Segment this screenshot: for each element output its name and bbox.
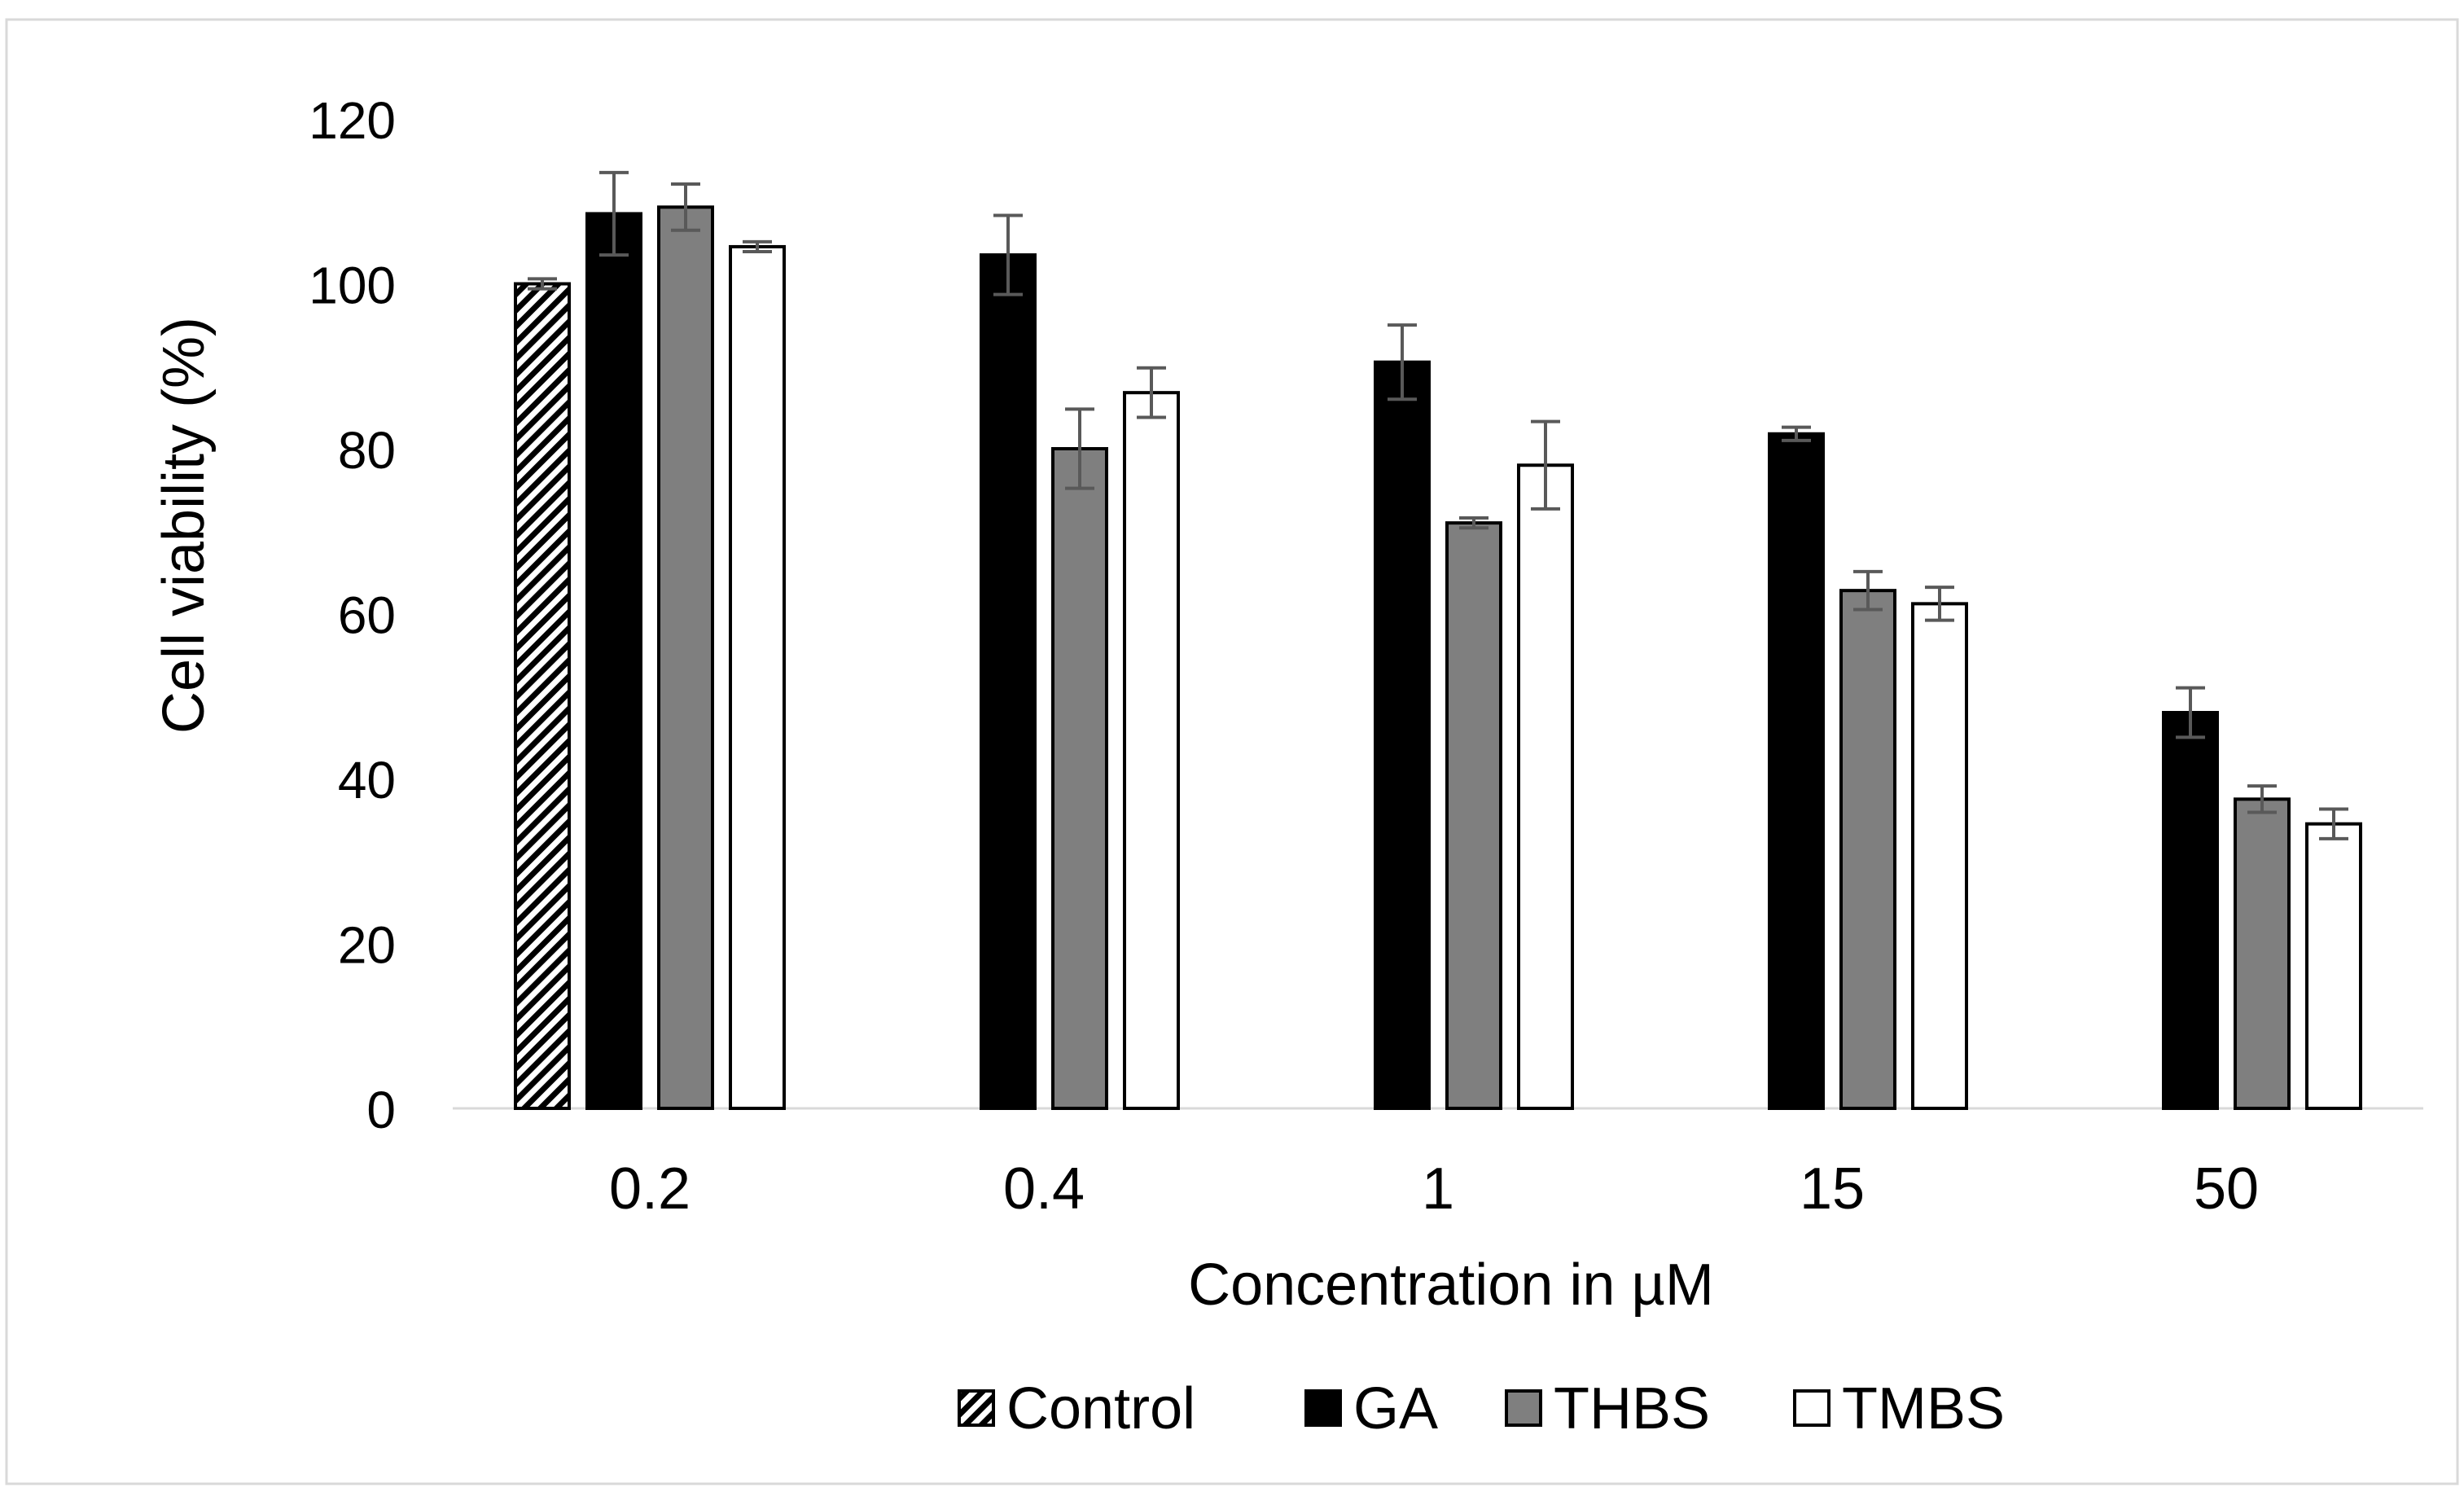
y-axis-label: Cell viability (%) [151,317,217,734]
bar-thbs-15 [1839,589,1896,1110]
y-tick-label: 20 [338,916,396,975]
bar-thbs-0_2 [657,205,714,1110]
y-tick-label: 80 [338,421,396,480]
error-bar [599,170,629,257]
bar-thbs-50 [2234,797,2291,1110]
error-bar [1459,516,1488,530]
error-bar [528,277,557,291]
x-tick-label: 0.4 [1003,1156,1085,1222]
y-tick-label: 40 [338,751,396,809]
error-bar [993,213,1023,296]
error-bar [1065,407,1094,490]
legend-swatch [1304,1389,1342,1427]
bar-ga-0_2 [585,212,642,1110]
legend-item-tmbs: TMBS [1793,1376,2005,1441]
bars [514,170,2362,1110]
legend-item-ga: GA [1304,1376,1438,1441]
legend-item-thbs: THBS [1505,1376,1710,1441]
legend-label: TMBS [1842,1376,2005,1441]
x-axis-label: Concentration in µM [1188,1253,1714,1318]
error-bar [1782,425,1811,442]
bar-control-0_2 [514,282,571,1110]
error-bar [1388,323,1417,401]
error-bar [2319,807,2348,840]
error-bar [2176,686,2205,739]
error-bar [1853,569,1883,612]
bar-tmbs-0_4 [1123,391,1180,1110]
error-bar [2247,784,2277,814]
legend-label: GA [1353,1376,1438,1441]
bar-ga-15 [1768,432,1825,1110]
legend: Control GA THBS TMBS [958,1376,2005,1441]
bar-ga-0_4 [980,253,1037,1110]
bar-tmbs-15 [1911,602,1968,1110]
legend-label: Control [1006,1376,1195,1441]
error-bar [671,182,700,232]
bar-thbs-1 [1445,521,1502,1110]
legend-label: THBS [1554,1376,1710,1441]
x-tick-label: 0.2 [609,1156,691,1222]
x-tick-label: 50 [2194,1156,2259,1222]
y-axis: 0 20 40 60 80 100 120 [309,91,396,1139]
y-tick-label: 0 [366,1081,396,1139]
legend-swatch [1505,1389,1542,1427]
bar-tmbs-50 [2305,822,2362,1110]
legend-swatch [1793,1389,1830,1427]
legend-item-control: Control [958,1376,1195,1441]
bar-ga-1 [1374,360,1431,1110]
legend-swatch [958,1389,995,1427]
bar-ga-50 [2162,711,2219,1110]
error-bar [1531,419,1560,511]
x-tick-label: 15 [1800,1156,1865,1222]
error-bar [743,239,772,254]
y-tick-label: 100 [309,257,396,315]
x-axis: 0.2 0.4 1 15 50 [609,1156,2259,1222]
x-tick-label: 1 [1422,1156,1454,1222]
error-bar [1925,586,1954,622]
bar-tmbs-0_2 [729,244,786,1110]
bar-tmbs-1 [1517,463,1574,1110]
error-bar [1137,366,1166,419]
y-tick-label: 60 [338,586,396,645]
y-tick-label: 120 [309,91,396,150]
chart-frame [5,18,2459,1485]
bar-thbs-0_4 [1051,447,1108,1110]
